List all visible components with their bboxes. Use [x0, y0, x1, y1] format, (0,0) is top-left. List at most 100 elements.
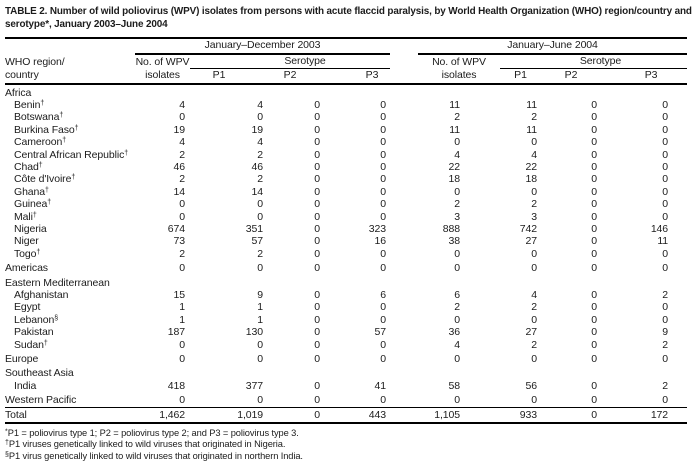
footnote-marker: †: [32, 211, 37, 219]
row-label-text: Niger: [14, 235, 39, 248]
value-cell: 0: [591, 98, 597, 111]
value-cell: 0: [531, 353, 537, 366]
footnote-marker: †: [124, 149, 129, 157]
row-label-text: Côte d'Ivoire: [14, 173, 72, 186]
value-cell: 2: [257, 148, 263, 161]
value-cell: 0: [591, 262, 597, 275]
row-label: Americas: [5, 260, 135, 274]
column-gap: [390, 124, 418, 136]
region-row: Eastern Mediterranean: [5, 275, 687, 289]
value-cell: 0: [591, 222, 597, 235]
value-cell: 2: [257, 173, 263, 186]
value-cell: 742: [519, 222, 537, 235]
country-row: Nigeria 674 351 0 323 888 742 0 146: [5, 223, 687, 235]
value-cell: 0: [380, 160, 386, 173]
row-label: Southeast Asia: [5, 365, 135, 379]
value-cell: 1: [257, 301, 263, 314]
value-cell: 1,462: [135, 406, 190, 424]
country-row: Niger 73 57 0 16 38 27 0 11: [5, 235, 687, 247]
row-label: Africa: [5, 84, 135, 99]
value-cell: 16: [374, 235, 387, 248]
footnote-marker: †: [5, 439, 9, 447]
table-title: TABLE 2. Number of wild poliovirus (WPV)…: [5, 5, 692, 30]
value-cell: 0: [380, 136, 386, 149]
country-row: Afghanistan 15 9 0 6 6 4 0 2: [5, 289, 687, 301]
subheader-row: No. of WPV isolates Serotype No. of WPV …: [5, 54, 688, 85]
country-row: Egypt 1 1 0 0 2 2 0 0: [5, 301, 687, 313]
row-label-text: Afghanistan: [14, 289, 69, 301]
serotype-columns-row: P1 P2 P3 P1 P2 P3: [5, 68, 688, 85]
value-cell: 1: [257, 313, 263, 326]
row-label-text: Guinea: [14, 198, 48, 211]
value-cell: 0: [662, 123, 669, 136]
value-cell: 0: [591, 326, 597, 339]
value-cell: 0: [380, 173, 386, 186]
region-row: Western Pacific 0 0 0 0 0 0 0 0: [5, 392, 687, 407]
value-cell: 1: [179, 301, 185, 314]
value-cell: 11: [449, 98, 460, 111]
country-row: Cameroon† 4 4 0 0 0 0 0 0: [5, 136, 687, 148]
country-row: Guinea† 0 0 0 0 2 2 0 0: [5, 198, 687, 210]
value-cell: 0: [531, 313, 537, 326]
total-row: Total 1,462 1,019 0 443 1,105 933 0 172: [5, 406, 688, 424]
country-row: Lebanon§ 1 1 0 0 0 0 0 0: [5, 314, 687, 326]
value-cell: 0: [380, 338, 386, 351]
col-header-isolates-2003: No. of WPV isolates: [135, 54, 190, 85]
value-cell: 0: [454, 262, 460, 275]
value-cell: 0: [314, 111, 320, 124]
value-cell: 146: [650, 222, 669, 235]
value-cell: 0: [591, 198, 597, 211]
value-cell: 27: [525, 235, 538, 248]
country-row: Sudan† 0 0 0 0 4 2 0 2: [5, 339, 687, 351]
column-gap: [390, 235, 418, 247]
value-cell: 11: [657, 235, 669, 248]
value-cell: 3: [454, 210, 460, 223]
value-cell: 36: [448, 326, 461, 339]
value-cell: 0: [314, 136, 320, 149]
value-cell: 0: [662, 394, 669, 407]
value-cell: 0: [531, 136, 537, 149]
value-cell: 0: [179, 353, 185, 366]
footnote-marker: †: [38, 161, 43, 169]
value-cell: 0: [380, 98, 386, 111]
value-cell: 187: [167, 326, 185, 339]
column-gap: [390, 260, 418, 274]
header-line: isolates: [441, 68, 477, 81]
value-cell: 73: [173, 235, 186, 248]
value-cell: 0: [179, 111, 185, 124]
value-cell: 0: [179, 394, 185, 407]
column-gap: [390, 326, 418, 338]
value-cell: 0: [591, 111, 597, 124]
value-cell: 2: [531, 301, 537, 314]
row-label-text: Togo: [14, 247, 37, 260]
row-label-text: Americas: [5, 262, 48, 275]
row-label-text: Pakistan: [14, 326, 54, 339]
value-cell: 0: [314, 262, 320, 275]
column-gap: [390, 301, 418, 313]
value-cell: 0: [380, 210, 386, 223]
row-label-text: Sudan: [14, 338, 44, 351]
header-line: isolates: [145, 68, 180, 81]
value-cell: 0: [257, 338, 263, 351]
value-cell: 674: [167, 222, 185, 235]
value-cell: 2: [179, 173, 185, 186]
value-cell: 0: [591, 185, 597, 198]
column-gap: [390, 173, 418, 185]
footnote: *P1 = poliovirus type 1; P2 = poliovirus…: [5, 428, 687, 439]
footnote-marker: †: [62, 137, 67, 145]
value-cell: 0: [662, 148, 669, 161]
value-cell: 2: [662, 338, 669, 351]
value-cell: 0: [380, 247, 386, 260]
value-cell: 22: [525, 160, 538, 173]
col-header-p1-2003: P1: [190, 68, 268, 85]
value-cell: 2: [531, 338, 537, 351]
column-gap: [390, 339, 418, 351]
row-label-text: Ghana: [14, 185, 46, 198]
value-cell: 0: [662, 247, 669, 260]
value-cell: 2: [531, 198, 537, 211]
row-label: India: [5, 380, 135, 392]
region-row: Americas 0 0 0 0 0 0 0 0: [5, 260, 687, 274]
value-cell: 0: [591, 301, 597, 314]
value-cell: 0: [314, 98, 320, 111]
column-gap: [390, 392, 418, 407]
